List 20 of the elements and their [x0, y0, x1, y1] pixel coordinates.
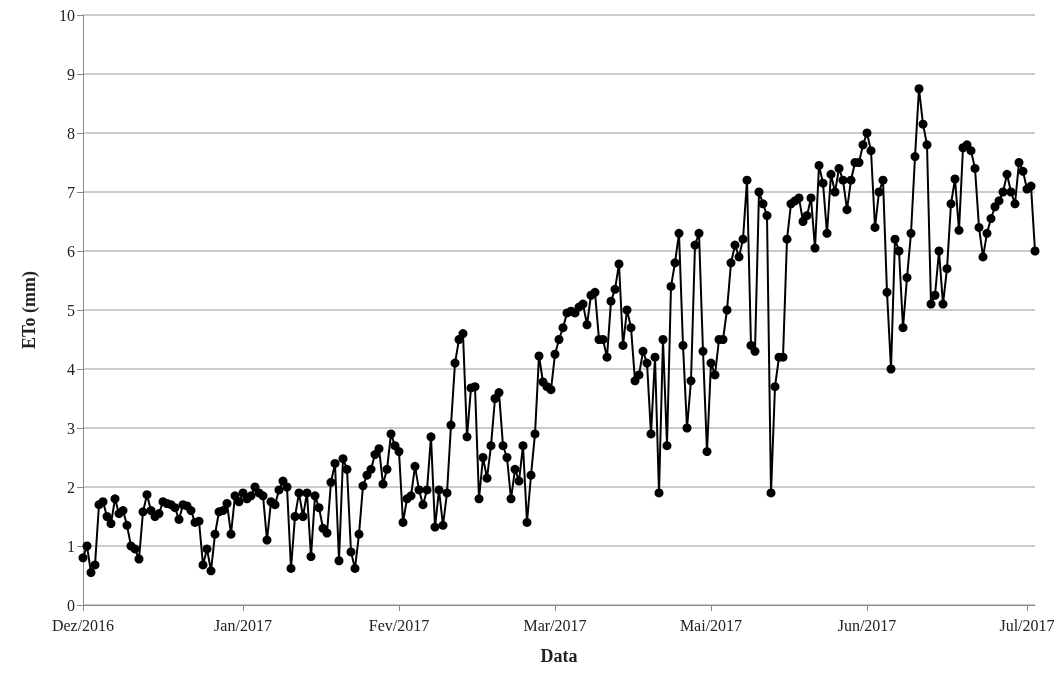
- x-tick-label: Jun/2017: [837, 616, 897, 634]
- y-tick-label: 2: [67, 478, 75, 496]
- x-tick-label: Jul/2017: [999, 616, 1055, 634]
- y-tick-label: 8: [67, 124, 75, 142]
- x-tick-label: Dez/2016: [51, 616, 115, 634]
- y-tick-label: 3: [67, 419, 75, 437]
- y-tick-label: 10: [59, 6, 75, 24]
- y-axis-title: ETo (mm): [19, 271, 40, 349]
- y-tick-label: 9: [67, 65, 75, 83]
- x-tick-label: Jan/2017: [214, 616, 272, 634]
- x-axis-title: Data: [540, 646, 578, 666]
- y-tick-label: 0: [67, 596, 75, 614]
- x-tick-label: Mar/2017: [523, 616, 587, 634]
- y-tick-label: 5: [67, 301, 75, 319]
- y-tick-label: 4: [67, 360, 75, 378]
- x-tick-label: Mai/2017: [679, 616, 743, 634]
- y-tick-label: 1: [67, 537, 75, 555]
- y-tick-label: 7: [67, 183, 75, 201]
- y-tick-label: 6: [67, 242, 75, 260]
- x-tick-label: Fev/2017: [368, 616, 430, 634]
